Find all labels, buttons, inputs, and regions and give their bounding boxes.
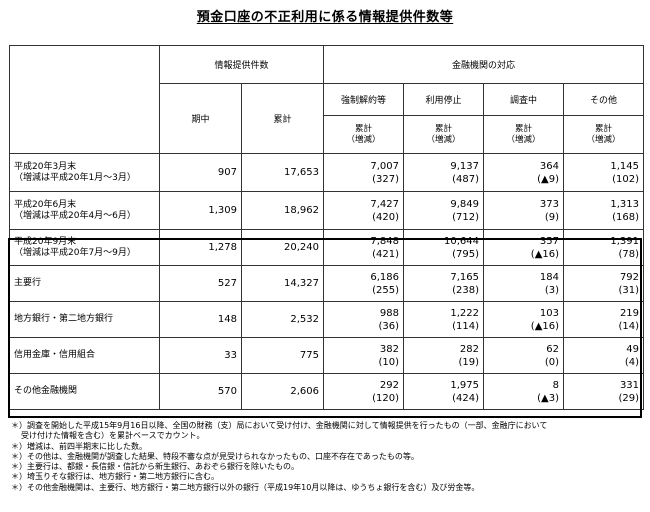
header-suspend: 利用停止 [403,83,485,116]
period-count: 570 [159,373,242,410]
table-row: 主要行 527 14,327 6,186 (255) 7,165 (238) 184… [9,265,645,302]
row-label: 信用金庫・信用組合 [9,337,160,374]
footnote: ＊）その他は、金融機関が調査した結果、特段不審な点が見受けられなかったもの、口座… [11,451,419,461]
row-label: 平成20年3月末 （増減は平成20年1月～3月） [9,153,160,192]
period-count: 527 [159,265,242,302]
other-cell: 219 (14) [563,301,645,338]
row-label: 地方銀行・第二地方銀行 [9,301,160,338]
cumulative-count: 14,327 [240,265,325,302]
header-sub-investigating: 累計 （増減） [483,115,565,154]
investigating-cell: 184 (3) [483,265,565,302]
header-sub-suspend: 累計 （増減） [403,115,485,154]
other-cell: 1,313 (168) [563,191,645,230]
suspend-cell: 9,137 (487) [403,153,485,192]
cumulative-count: 18,962 [240,191,325,230]
footnote: ＊）増減は、前四半期末に比した数。 [11,441,147,451]
footnote: ＊）その他金融機関は、主要行、地方銀行・第二地方銀行以外の銀行（平成19年10月… [11,482,480,492]
period-count: 33 [159,337,242,374]
other-cell: 792 (31) [563,265,645,302]
cumulative-count: 775 [240,337,325,374]
investigating-cell: 364 (▲9) [483,153,565,192]
header-blank [9,45,160,154]
footnote: ＊）埼玉りそな銀行は、地方銀行・第二地方銀行に含む。 [11,472,219,482]
suspend-cell: 282 (19) [403,337,485,374]
statistics-table: 情報提供件数 金融機関の対応 期中 累計 強制解約等 利用停止 調査中 その他 … [9,45,645,410]
header-sub-other: 累計 （増減） [563,115,645,154]
suspend-cell: 9,849 (712) [403,191,485,230]
header-other: その他 [563,83,645,116]
other-cell: 49 (4) [563,337,645,374]
row-label: 平成20年9月末 （増減は平成20年7月～9月） [9,229,160,266]
investigating-cell: 62 (0) [483,337,565,374]
header-investigating: 調査中 [483,83,565,116]
forced-cancel-cell: 988 (36) [323,301,405,338]
footnote: ＊）主要行は、都銀・長信銀・信託から新生銀行、あおぞら銀行を除いたもの。 [11,462,299,472]
cumulative-count: 2,606 [240,373,325,410]
header-forced-cancel: 強制解約等 [323,83,405,116]
investigating-cell: 357 (▲16) [483,229,565,266]
header-row-2: 期中 累計 強制解約等 利用停止 調査中 その他 [10,83,645,154]
table-row: 平成20年6月末 （増減は平成20年4月～6月） 1,309 18,962 7,4… [9,191,645,230]
forced-cancel-cell: 382 (10) [323,337,405,374]
period-count: 1,309 [159,191,242,230]
header-cumulative: 累計 [240,83,325,154]
forced-cancel-cell: 7,007 (327) [323,153,405,192]
cumulative-count: 20,240 [240,229,325,266]
other-cell: 1,391 (78) [563,229,645,266]
page-title: 預金口座の不正利用に係る情報提供件数等 [196,10,454,25]
forced-cancel-cell: 7,848 (421) [323,229,405,266]
table-row: 平成20年3月末 （増減は平成20年1月～3月） 907 17,653 7,007… [9,153,645,192]
row-label: 平成20年6月末 （増減は平成20年4月～6月） [9,191,160,230]
header-period: 期中 [159,83,242,154]
period-count: 907 [159,153,242,192]
investigating-cell: 8 (▲3) [483,373,565,410]
footnote: ＊）調査を開始した平成15年9月16日以降、全国の財務（支）局において受け付け、… [11,421,548,430]
table-row: 信用金庫・信用組合 33 775 382 (10) 282 (19) 62 (0) 4… [9,337,645,374]
other-cell: 1,145 (102) [563,153,645,192]
suspend-cell: 1,222 (114) [403,301,485,338]
row-label: その他金融機関 [9,373,160,410]
suspend-cell: 1,975 (424) [403,373,485,410]
header-info-count: 情報提供件数 [158,45,325,84]
header-row-1: 情報提供件数 金融機関の対応 [9,45,645,154]
table-row: その他金融機関 570 2,606 292 (120) 1,975 (424) 8(… [9,373,645,410]
suspend-cell: 7,165 (238) [403,265,485,302]
investigating-cell: 373 (9) [483,191,565,230]
table-row: 平成20年9月末 （増減は平成20年7月～9月） 1,278 20,240 7,8… [9,229,645,266]
investigating-cell: 103 (▲16) [483,301,565,338]
row-label: 主要行 [9,265,160,302]
period-count: 1,278 [159,229,242,266]
footnotes: ＊）調査を開始した平成15年9月16日以降、全国の財務（支）局において受け付け、… [11,421,643,493]
period-count: 148 [159,301,242,338]
suspend-cell: 10,644 (795) [403,229,485,266]
forced-cancel-cell: 7,427 (420) [323,191,405,230]
header-sub-forced-cancel: 累計 （増減） [323,115,405,154]
table-row: 地方銀行・第二地方銀行 148 2,532 988 (36) 1,222 (114)… [9,301,645,338]
header-response: 金融機関の対応 [323,45,645,84]
forced-cancel-cell: 292 (120) [323,373,405,410]
cumulative-count: 2,532 [240,301,325,338]
cumulative-count: 17,653 [240,153,325,192]
forced-cancel-cell: 6,186 (255) [323,265,405,302]
footnote: 受け付けた情報を含む）を累計ベースでカウント。 [21,431,205,441]
other-cell: 331 (29) [563,373,645,410]
